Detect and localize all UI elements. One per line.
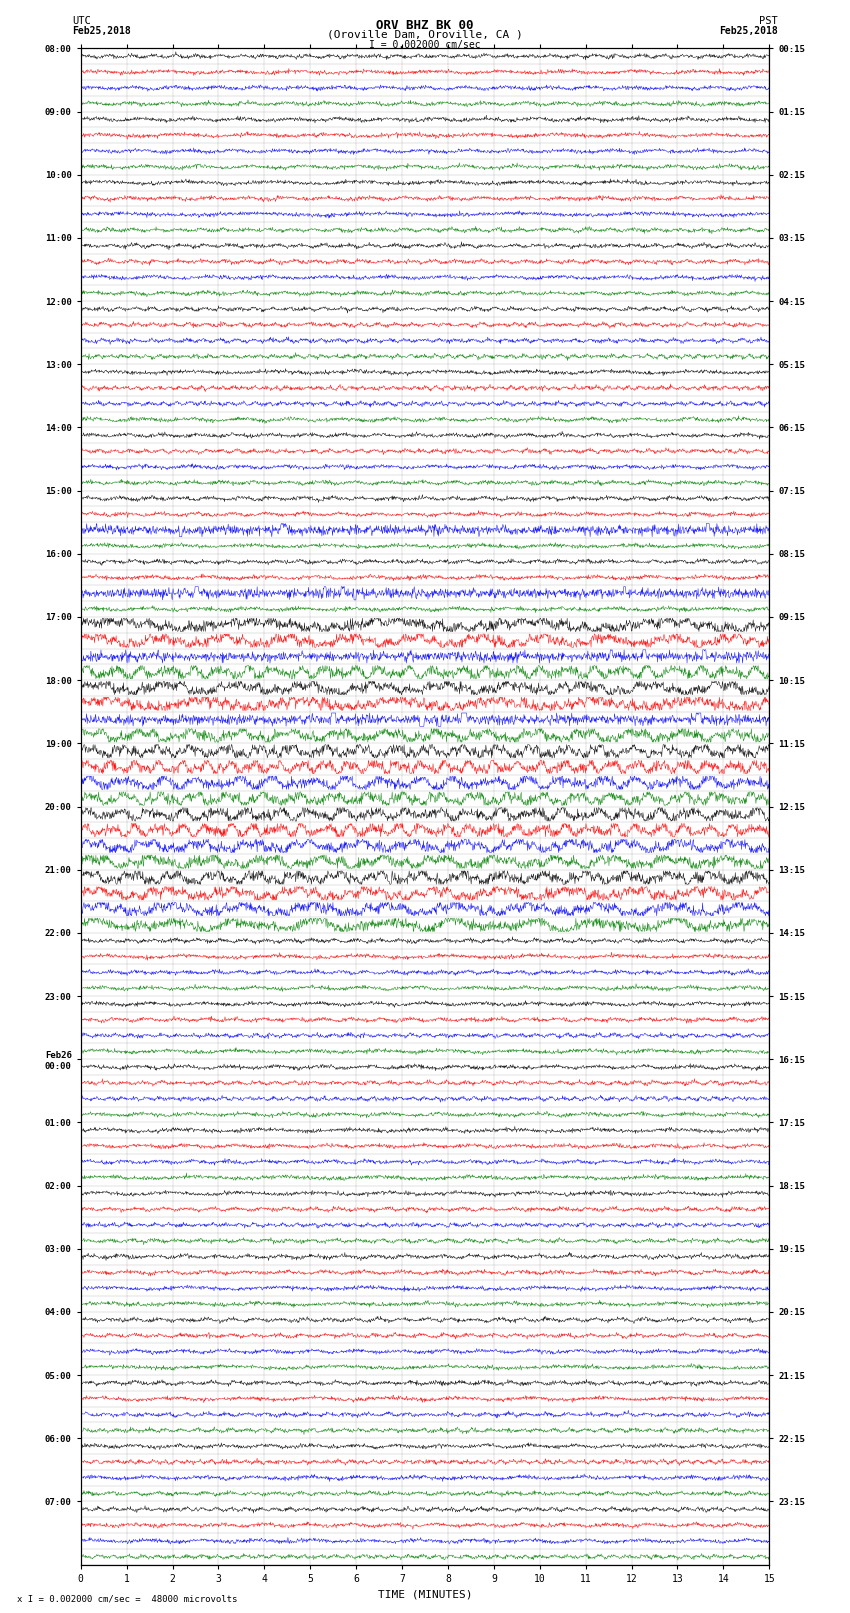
Text: UTC: UTC xyxy=(72,16,91,26)
Text: PST: PST xyxy=(759,16,778,26)
Text: I = 0.002000 cm/sec: I = 0.002000 cm/sec xyxy=(369,40,481,50)
Text: Feb25,2018: Feb25,2018 xyxy=(72,26,131,35)
Text: (Oroville Dam, Oroville, CA ): (Oroville Dam, Oroville, CA ) xyxy=(327,29,523,39)
Text: x I = 0.002000 cm/sec =  48000 microvolts: x I = 0.002000 cm/sec = 48000 microvolts xyxy=(17,1594,237,1603)
X-axis label: TIME (MINUTES): TIME (MINUTES) xyxy=(377,1589,473,1598)
Text: Feb25,2018: Feb25,2018 xyxy=(719,26,778,35)
Text: ORV BHZ BK 00: ORV BHZ BK 00 xyxy=(377,19,473,32)
